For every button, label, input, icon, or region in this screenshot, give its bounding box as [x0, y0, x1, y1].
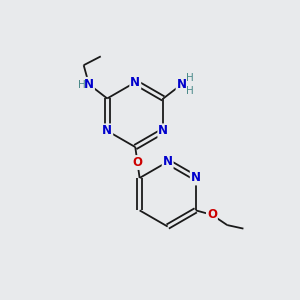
Text: H: H	[186, 86, 194, 96]
Text: N: N	[102, 124, 112, 137]
Text: N: N	[163, 155, 173, 168]
Text: N: N	[177, 78, 187, 91]
Text: N: N	[191, 172, 201, 184]
Text: O: O	[132, 156, 142, 169]
Text: O: O	[207, 208, 217, 221]
Text: N: N	[158, 124, 168, 137]
Text: H: H	[78, 80, 86, 90]
Text: N: N	[84, 78, 94, 91]
Text: N: N	[130, 76, 140, 89]
Text: H: H	[186, 73, 194, 83]
